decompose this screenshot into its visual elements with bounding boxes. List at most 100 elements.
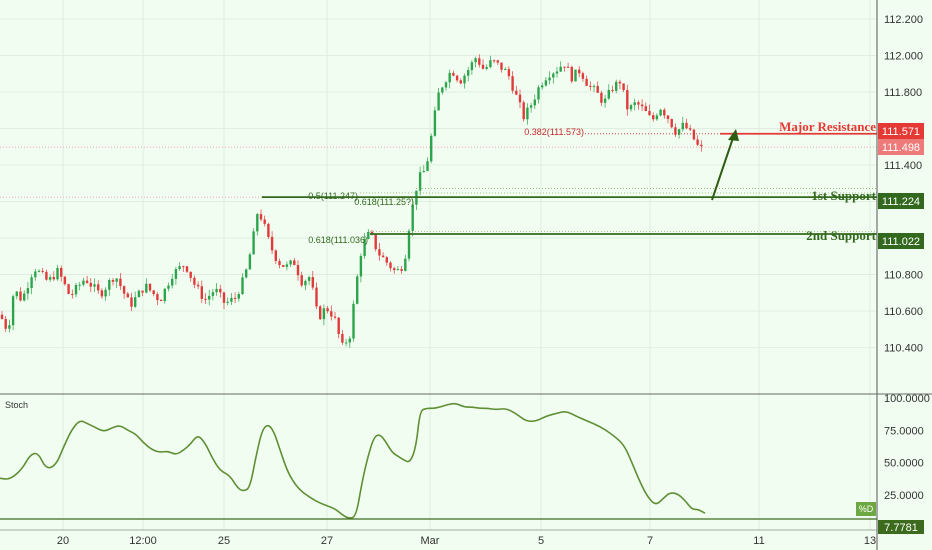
candle	[574, 69, 577, 82]
candle	[141, 290, 144, 296]
support-resistance-levels	[0, 132, 877, 235]
stoch-d-line	[0, 402, 706, 519]
candle	[78, 281, 81, 291]
candle-body	[230, 297, 233, 302]
candle	[544, 77, 548, 87]
candle-body	[563, 66, 566, 68]
resistance-badge	[878, 123, 924, 139]
candle	[341, 330, 344, 345]
candle	[526, 103, 529, 125]
candle-body	[134, 297, 137, 307]
stoch-axis-ticks: 100.0000 75.0000 50.0000 25.0000	[884, 393, 930, 502]
candle	[119, 273, 122, 290]
candle	[511, 71, 514, 94]
price-tick-label: 110.400	[884, 343, 923, 355]
candle	[507, 66, 511, 80]
candle-body	[611, 89, 614, 91]
candle-body	[648, 110, 651, 116]
candle	[245, 268, 248, 279]
candle	[322, 304, 326, 326]
candle	[248, 252, 252, 270]
time-tick-label: 27	[321, 535, 333, 547]
candle-body	[640, 104, 644, 107]
candle	[559, 61, 562, 73]
candle	[418, 166, 422, 196]
candle	[152, 290, 155, 297]
candle	[307, 275, 311, 285]
candle	[163, 288, 166, 304]
candle	[463, 73, 466, 89]
candle	[159, 298, 163, 302]
candle	[348, 336, 351, 348]
candle	[615, 79, 618, 94]
candle-body	[407, 230, 411, 259]
candle	[600, 90, 603, 106]
candle-body	[463, 75, 466, 84]
candle-body	[304, 280, 307, 286]
candle	[500, 62, 503, 73]
candle-body	[74, 284, 78, 295]
candle-body	[485, 67, 488, 69]
candle	[274, 249, 277, 265]
candle-body	[341, 333, 344, 343]
candle	[104, 287, 107, 301]
price-tick-label: 110.800	[884, 270, 923, 282]
candle	[93, 278, 96, 293]
candle	[56, 264, 59, 281]
candlesticks	[0, 54, 703, 348]
stoch-last-value-badge	[878, 520, 924, 534]
candle-body	[374, 234, 377, 250]
second-support-badge-text: 111.022	[882, 236, 920, 248]
candle	[41, 268, 44, 274]
candle	[11, 294, 15, 331]
candle	[430, 133, 433, 164]
candle-body	[156, 294, 159, 301]
candle	[111, 277, 115, 286]
candle-body	[93, 284, 96, 287]
candle-body	[622, 83, 625, 91]
candle	[256, 212, 259, 236]
candle	[326, 305, 329, 314]
candle-body	[122, 286, 126, 294]
candle	[652, 112, 655, 122]
candle-body	[381, 255, 385, 258]
fib-label-0618b: 0.618(111.036)	[308, 235, 368, 245]
candle-body	[537, 87, 540, 100]
candle-body	[152, 290, 155, 295]
candle-body	[496, 60, 499, 63]
candle-body	[677, 129, 681, 135]
candle	[337, 316, 340, 339]
candle	[393, 266, 396, 274]
candle	[529, 102, 533, 113]
candle	[356, 274, 359, 305]
candle-body	[666, 115, 670, 119]
candle-body	[670, 118, 673, 128]
candle-body	[4, 318, 7, 329]
candle	[670, 118, 673, 129]
candle	[459, 78, 462, 85]
candle	[48, 274, 52, 282]
candle-body	[111, 280, 115, 282]
candle-body	[174, 269, 178, 279]
candle	[19, 287, 22, 302]
candle-body	[274, 250, 277, 262]
candle	[644, 102, 647, 112]
candle-body	[356, 276, 359, 304]
candle-body	[489, 60, 492, 68]
candle-body	[208, 295, 211, 300]
candle	[52, 271, 55, 281]
candle-body	[115, 278, 118, 282]
candle-body	[352, 303, 355, 339]
candle-body	[596, 86, 599, 93]
candle	[311, 271, 314, 290]
candle	[300, 271, 303, 288]
candle	[45, 269, 48, 281]
candle	[296, 260, 300, 281]
candle-body	[652, 115, 655, 120]
candle	[618, 79, 622, 90]
candle-body	[541, 85, 544, 88]
candle	[196, 281, 200, 290]
candle-body	[289, 260, 292, 265]
time-tick-label: 13	[864, 535, 876, 547]
candle	[381, 252, 385, 258]
